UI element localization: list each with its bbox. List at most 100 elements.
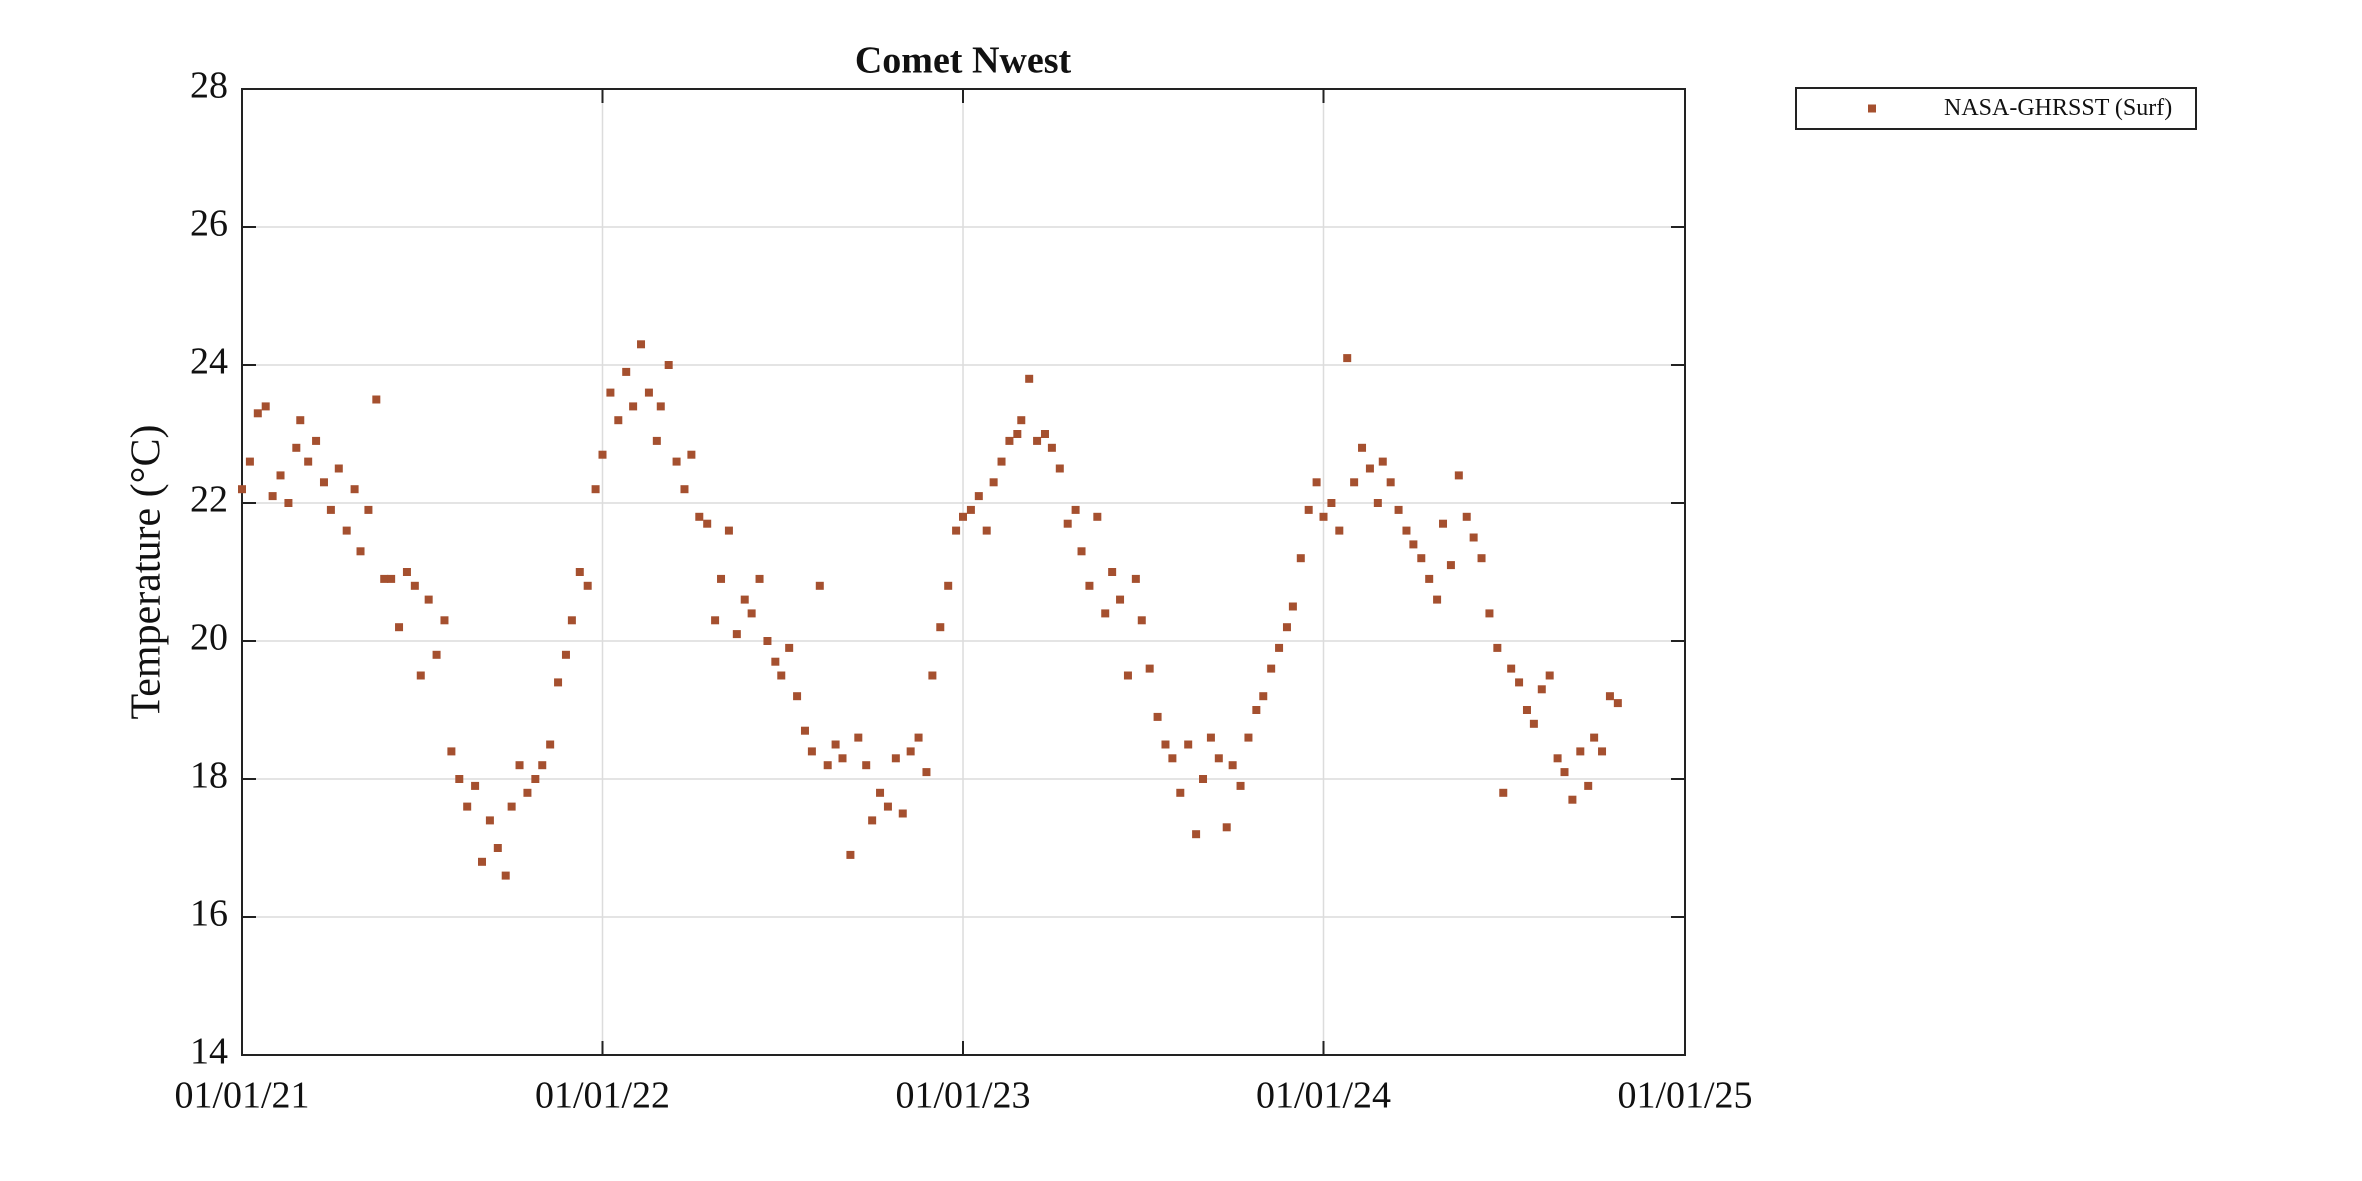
point (1477, 554, 1486, 563)
point (447, 747, 456, 756)
point (1560, 768, 1569, 777)
point (614, 416, 623, 425)
point (777, 671, 786, 680)
point (326, 505, 335, 514)
point (862, 761, 871, 770)
point (1605, 692, 1614, 701)
point (1493, 643, 1502, 652)
point (455, 775, 464, 783)
legend-label: NASA-GHRSST (Surf) (1944, 95, 2172, 121)
point (567, 616, 576, 625)
y-tick-label: 16 (190, 893, 228, 935)
point (432, 650, 441, 659)
point (711, 616, 720, 625)
point (238, 485, 246, 494)
point (922, 768, 931, 777)
point (629, 402, 638, 411)
point (868, 816, 877, 825)
point (876, 788, 885, 797)
point (1576, 747, 1585, 756)
point (1063, 519, 1072, 528)
y-tick-label: 22 (190, 479, 228, 521)
point (342, 526, 351, 535)
point (936, 623, 945, 632)
point (1236, 781, 1245, 790)
point (440, 616, 449, 625)
point (424, 595, 433, 604)
x-tick-label: 01/01/25 (1617, 1075, 1752, 1117)
point (1545, 671, 1554, 680)
point (989, 478, 998, 487)
point (395, 623, 404, 632)
point (1123, 671, 1132, 680)
point (1462, 512, 1471, 521)
point (253, 409, 262, 418)
x-tick-label: 01/01/24 (1256, 1075, 1391, 1117)
point (982, 526, 991, 535)
y-tick-label: 24 (190, 341, 228, 383)
point (1590, 733, 1599, 742)
point (672, 457, 681, 466)
point (1529, 719, 1538, 728)
point (656, 402, 665, 411)
point (740, 595, 749, 604)
point (1168, 754, 1177, 763)
point (703, 519, 712, 528)
point (1394, 505, 1403, 514)
point (952, 526, 961, 535)
legend-marker (1868, 104, 1876, 113)
point (1409, 540, 1418, 549)
point (717, 574, 726, 583)
point (531, 775, 540, 783)
point (463, 802, 472, 811)
x-tick-label: 01/01/23 (895, 1075, 1030, 1117)
point (485, 816, 494, 825)
point (575, 568, 584, 576)
point (276, 471, 285, 480)
point (732, 630, 741, 639)
point (1537, 685, 1546, 694)
point (1131, 574, 1140, 583)
legend-box (1795, 87, 2197, 130)
y-tick-label: 18 (190, 755, 228, 797)
point (598, 450, 607, 459)
point (1378, 457, 1387, 466)
point (515, 761, 524, 770)
point (583, 581, 592, 590)
point (1522, 706, 1531, 714)
point (1350, 478, 1359, 487)
point (1417, 554, 1426, 563)
point (1373, 499, 1382, 507)
point (755, 574, 764, 583)
y-tick-label: 28 (190, 65, 228, 107)
point (1296, 554, 1305, 563)
point (793, 692, 802, 701)
point (292, 443, 301, 452)
point (974, 492, 983, 501)
point (1222, 823, 1231, 832)
point (1228, 761, 1237, 770)
point (1454, 471, 1463, 480)
point (1568, 795, 1577, 804)
point (1192, 830, 1201, 839)
point (622, 367, 631, 376)
point (831, 740, 840, 749)
point (268, 492, 277, 501)
point (1515, 678, 1524, 687)
point (854, 733, 863, 742)
point (284, 499, 293, 507)
point (1598, 747, 1607, 756)
point (747, 609, 756, 618)
point (1433, 595, 1442, 604)
point (1386, 478, 1395, 487)
point (997, 457, 1006, 466)
point (319, 478, 328, 487)
chart-title: Comet Nwest (855, 40, 1072, 82)
point (372, 395, 381, 404)
point (1275, 643, 1284, 652)
point (1093, 512, 1102, 521)
point (823, 761, 832, 770)
point (1425, 574, 1434, 583)
